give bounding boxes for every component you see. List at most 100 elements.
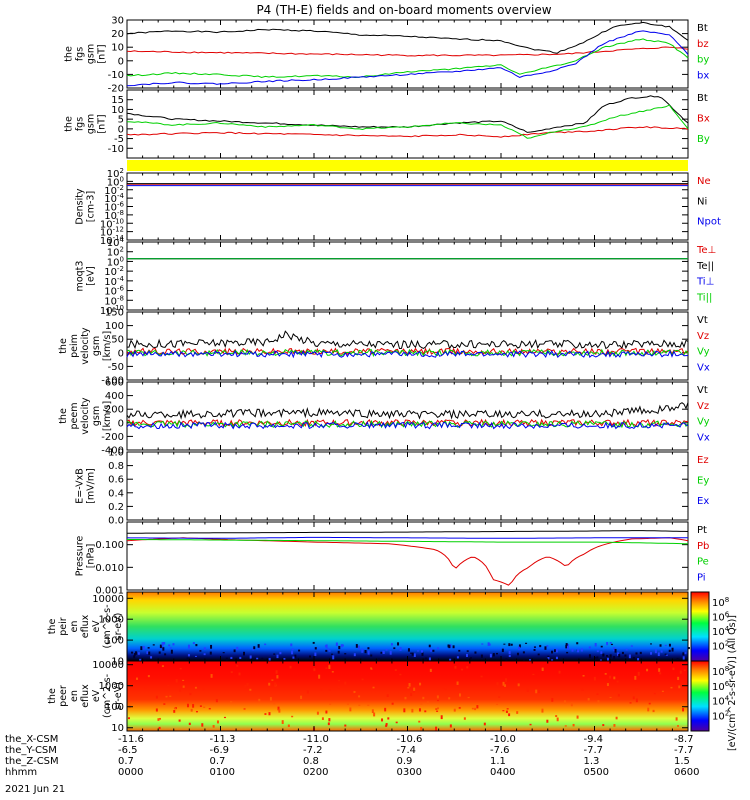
heatmap-pixel	[505, 678, 508, 682]
y-tick-exponent: -10	[113, 217, 124, 225]
y-tick-label: 0.4	[108, 488, 124, 499]
ephemeris-value: -7.7	[584, 745, 604, 756]
panel-p5: 150 100 50 0 -50 -100 the peim velocity gsm [km/s]…	[58, 308, 710, 387]
heatmap-pixel	[646, 668, 649, 672]
heatmap-pixel	[658, 668, 661, 672]
heatmap-pixel	[179, 687, 182, 692]
heatmap-pixel	[580, 688, 583, 691]
heatmap-pixel	[538, 689, 541, 693]
heatmap-pixel	[182, 685, 185, 688]
heatmap-pixel	[135, 677, 138, 680]
y-tick-label: 20	[111, 29, 124, 40]
heatmap-pixel	[635, 686, 638, 689]
heatmap-pixel	[327, 722, 330, 726]
heatmap-pixel	[421, 652, 424, 656]
heatmap-pixel	[164, 653, 167, 656]
heatmap-pixel	[144, 687, 147, 689]
heatmap-pixel	[551, 659, 554, 661]
y-tick-label: 0.0	[108, 516, 124, 527]
heatmap-pixel	[593, 676, 596, 681]
heatmap-pixel	[613, 647, 616, 652]
heatmap-pixel	[609, 675, 612, 679]
series-line	[126, 349, 689, 359]
heatmap-pixel	[489, 653, 492, 658]
y-axis-label: gsm	[91, 406, 102, 426]
heatmap-pixel	[495, 652, 498, 655]
heatmap-pixel	[389, 650, 392, 655]
heatmap-pixel	[407, 648, 410, 652]
y-tick-label: -400	[101, 446, 124, 457]
heatmap-pixel	[168, 644, 171, 647]
heatmap-pixel	[225, 657, 228, 662]
legend-entry: Ne	[697, 176, 711, 187]
heatmap-pixel	[331, 671, 334, 673]
heatmap-pixel	[278, 708, 281, 713]
heatmap-pixel	[158, 726, 161, 730]
legend-entry: Bt	[697, 93, 708, 104]
heatmap-pixel	[660, 650, 663, 653]
y-tick-label: 150	[105, 308, 124, 319]
heatmap-pixel	[325, 649, 328, 652]
heatmap-pixel	[158, 651, 161, 654]
heatmap-pixel	[480, 675, 483, 678]
y-axis-label: the	[64, 116, 75, 132]
heatmap-pixel	[276, 654, 279, 659]
heatmap-pixel	[239, 656, 242, 660]
heatmap-pixel	[474, 651, 477, 654]
heatmap-pixel	[316, 711, 319, 715]
heatmap-pixel	[609, 654, 612, 658]
heatmap-pixel	[249, 688, 252, 691]
heatmap-pixel	[436, 700, 439, 702]
ephemeris-value: 0.7	[118, 756, 134, 767]
heatmap-pixel	[186, 657, 189, 660]
y-axis-label: fgs	[75, 47, 86, 61]
figure-title: P4 (TH-E) fields and on-board moments ov…	[256, 3, 551, 17]
heatmap-pixel	[277, 706, 280, 711]
heatmap-pixel	[416, 650, 419, 652]
y-axis-label: gsm	[86, 44, 97, 64]
heatmap-pixel	[580, 648, 583, 652]
heatmap-pixel	[682, 652, 685, 656]
panel-p1: 30 20 10 0 -10 -20 the fgs gsm [nT] Bt bz by bx	[64, 16, 710, 95]
heatmap-pixel	[222, 652, 225, 654]
colorbar-tick-exponent: 6	[725, 680, 730, 688]
heatmap-pixel	[496, 682, 499, 686]
heatmap-pixel	[194, 686, 197, 689]
y-axis-label: eV	[91, 689, 102, 702]
heatmap-pixel	[483, 722, 486, 726]
heatmap-pixel	[551, 697, 554, 702]
y-tick-label: -100	[101, 376, 124, 387]
heatmap-pixel	[382, 650, 385, 654]
ephemeris-value: -11.0	[303, 734, 329, 745]
heatmap-pixel	[555, 656, 558, 660]
heatmap-pixel	[616, 652, 619, 656]
y-axis-label: peem	[69, 403, 80, 430]
heatmap-pixel	[551, 650, 554, 654]
heatmap-pixel	[565, 643, 568, 646]
y-tick-label: -20	[108, 84, 124, 95]
heatmap-pixel	[613, 676, 616, 680]
y-tick-label: 200	[105, 405, 124, 416]
heatmap-pixel	[481, 643, 484, 645]
heatmap-pixel	[178, 719, 181, 722]
heatmap-pixel	[367, 647, 370, 650]
colorbar-tick-exponent: 4	[725, 625, 730, 633]
heatmap-pixel	[292, 656, 295, 659]
heatmap-pixel	[230, 656, 233, 660]
y-tick-exponent: -6	[117, 285, 125, 293]
y-axis-label: [nT]	[97, 114, 108, 133]
heatmap-pixel	[654, 649, 657, 654]
ephemeris-value: -9.4	[584, 734, 604, 745]
y-tick-label: -50	[108, 362, 124, 373]
y-tick-label: 0	[118, 124, 124, 135]
heatmap-pixel	[257, 644, 260, 648]
heatmap-pixel	[163, 703, 166, 705]
heatmap-pixel	[281, 720, 284, 725]
legend-entry: bx	[697, 70, 709, 81]
heatmap-pixel	[187, 654, 190, 657]
heatmap-pixel	[539, 644, 542, 648]
heatmap-pixel	[325, 710, 328, 714]
heatmap-pixel	[163, 642, 166, 645]
legend-entry: Pt	[697, 525, 707, 536]
